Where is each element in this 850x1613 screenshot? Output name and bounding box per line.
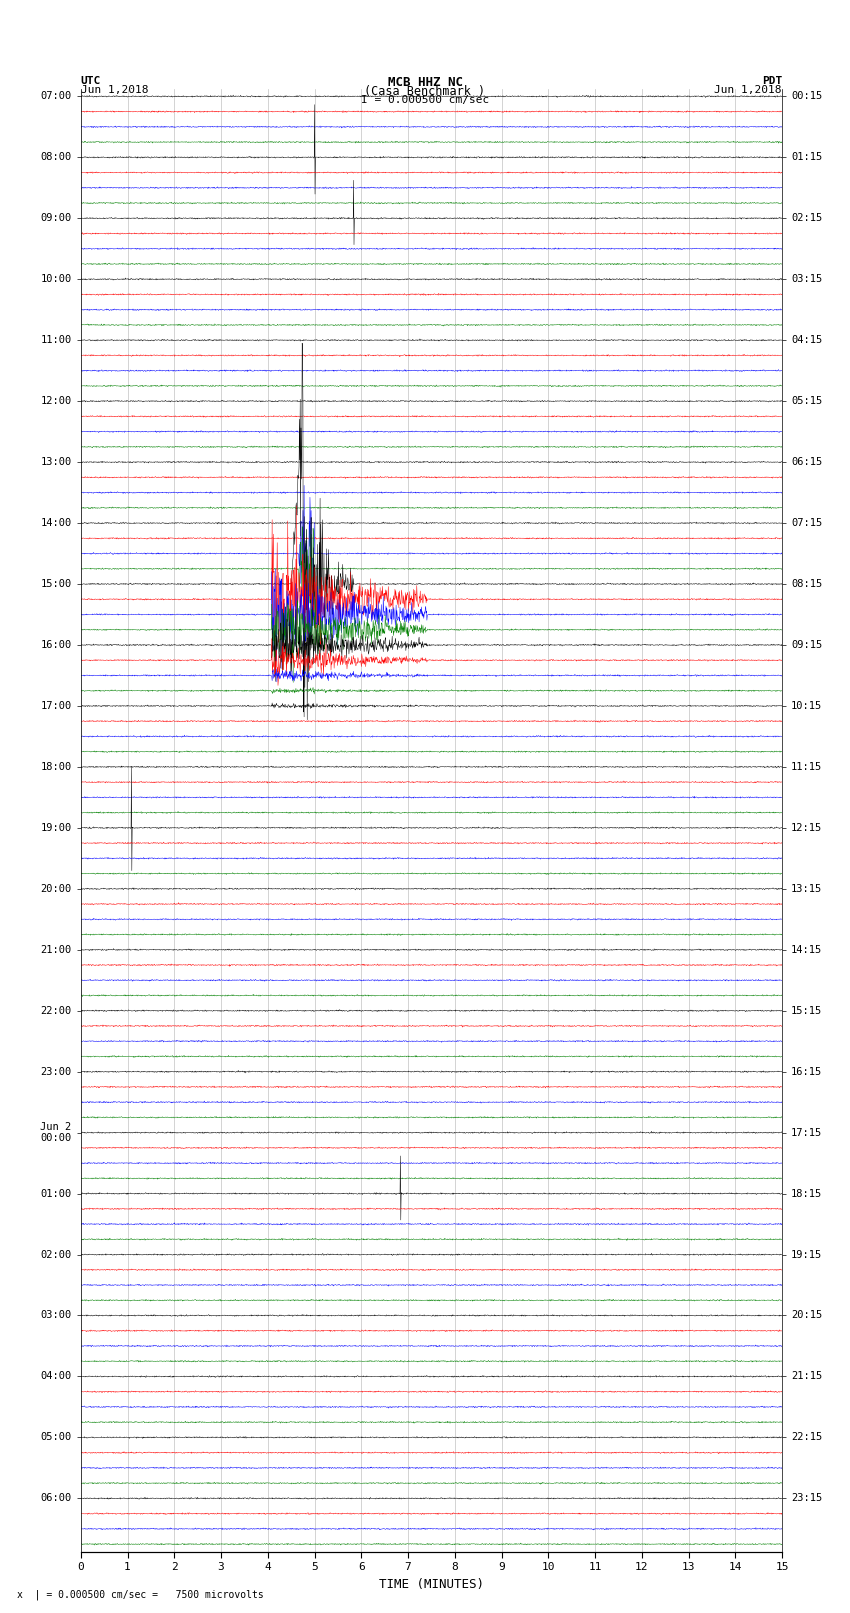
Text: Jun 1,2018: Jun 1,2018 (81, 85, 148, 95)
Text: PDT: PDT (762, 76, 782, 85)
Text: x  | = 0.000500 cm/sec =   7500 microvolts: x | = 0.000500 cm/sec = 7500 microvolts (17, 1589, 264, 1600)
X-axis label: TIME (MINUTES): TIME (MINUTES) (379, 1578, 484, 1590)
Text: Jun 1,2018: Jun 1,2018 (715, 85, 782, 95)
Text: MCB HHZ NC: MCB HHZ NC (388, 76, 462, 89)
Text: I = 0.000500 cm/sec: I = 0.000500 cm/sec (361, 95, 489, 105)
Text: (Casa Benchmark ): (Casa Benchmark ) (365, 85, 485, 98)
Text: UTC: UTC (81, 76, 101, 85)
